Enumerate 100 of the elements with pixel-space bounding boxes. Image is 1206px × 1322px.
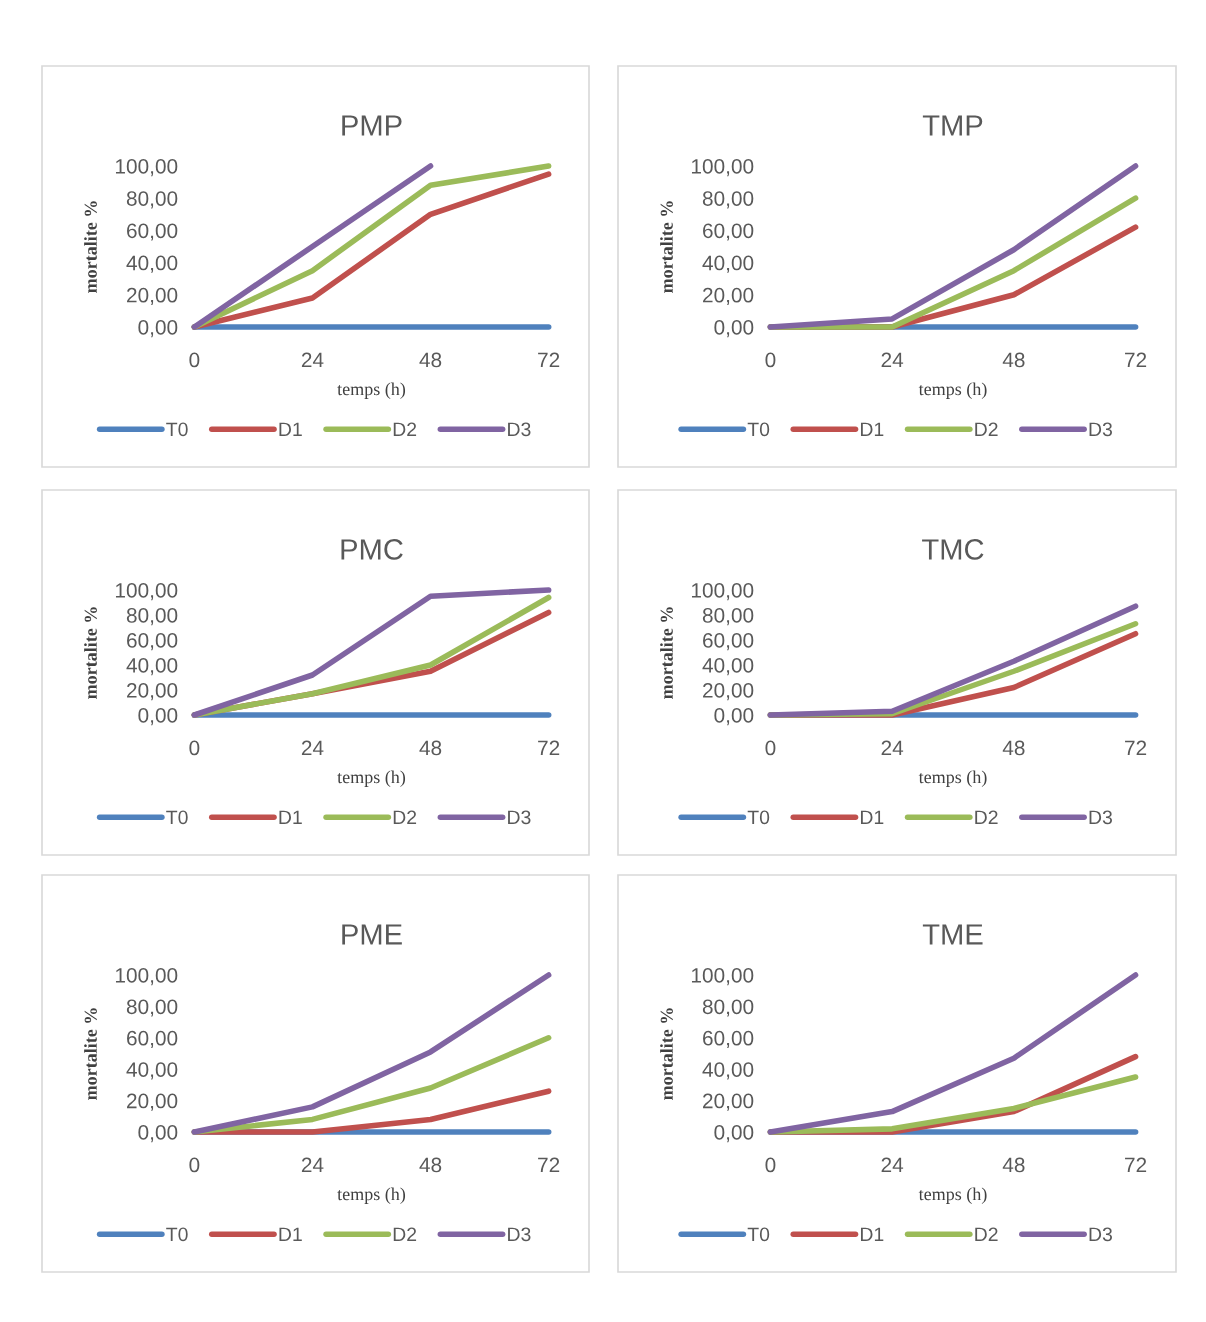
x-tick-label: 48	[1002, 1157, 1025, 1173]
y-tick-label: 40,00	[702, 1062, 754, 1080]
x-tick-label: 0	[765, 740, 776, 756]
legend-label: D3	[508, 1227, 531, 1242]
y-tick-label: 40,00	[702, 658, 754, 676]
x-tick-label: 72	[538, 740, 560, 756]
y-axis-title: mortalite %	[660, 201, 673, 293]
y-tick-label: 60,00	[127, 633, 178, 651]
legend-label: T0	[166, 1227, 188, 1242]
y-tick-label: 20,00	[127, 287, 178, 306]
legend-label: T0	[747, 810, 770, 825]
y-tick-label: 0,00	[138, 1125, 178, 1143]
x-axis-title: temps (h)	[918, 1187, 987, 1204]
y-tick-label: 100,00	[691, 968, 754, 986]
y-tick-label: 0,00	[714, 320, 754, 338]
y-tick-label: 80,00	[702, 608, 754, 626]
x-axis-title: temps (h)	[337, 1187, 406, 1204]
x-tick-label: 72	[538, 352, 560, 368]
legend-label: D1	[860, 1227, 884, 1242]
y-tick-label: 40,00	[702, 255, 754, 273]
y-tick-label: 40,00	[126, 1062, 178, 1080]
x-tick-label: 48	[419, 1157, 442, 1173]
y-axis-title: mortalite %	[660, 607, 673, 699]
y-tick-label: 80,00	[126, 608, 178, 626]
chart-title: PME	[342, 924, 402, 945]
chart-title: PMP	[342, 115, 402, 136]
y-tick-label: 100,00	[115, 968, 178, 986]
x-tick-label: 0	[765, 1157, 776, 1173]
legend-label: T0	[166, 422, 188, 437]
legend-label: D3	[1089, 1227, 1112, 1242]
legend-label: D3	[1089, 422, 1112, 437]
x-tick-label: 48	[419, 352, 442, 368]
chart-title: PMC	[341, 539, 403, 560]
legend-label: D3	[1089, 810, 1112, 825]
x-tick-label: 48	[1002, 740, 1025, 756]
x-axis-title: temps (h)	[918, 770, 987, 787]
chart-title: TME	[922, 924, 983, 945]
y-tick-label: 100,00	[115, 159, 178, 177]
legend-label: D3	[508, 422, 531, 437]
y-tick-label: 40,00	[126, 255, 178, 273]
y-tick-label: 60,00	[703, 223, 754, 241]
legend-label: D3	[508, 810, 531, 825]
legend-label: D2	[975, 1227, 998, 1242]
x-tick-label: 24	[881, 352, 904, 368]
y-axis-title: mortalite %	[84, 607, 97, 699]
legend-label: D1	[860, 810, 884, 825]
legend-label: D2	[393, 422, 417, 437]
x-tick-label: 72	[1125, 352, 1147, 368]
y-tick-label: 60,00	[703, 633, 754, 651]
chart-title: TMC	[922, 539, 984, 560]
legend-label: D1	[279, 422, 302, 437]
legend-label: D2	[393, 810, 417, 825]
y-tick-label: 80,00	[702, 191, 754, 209]
x-tick-label: 72	[1125, 740, 1147, 756]
x-tick-label: 24	[301, 1157, 324, 1173]
y-axis-title: mortalite %	[84, 201, 97, 293]
y-tick-label: 60,00	[127, 1030, 178, 1049]
legend-label: D2	[975, 422, 998, 437]
x-tick-label: 24	[881, 1157, 904, 1173]
legend-label: D1	[279, 1227, 302, 1242]
legend-label: D2	[975, 810, 998, 825]
x-tick-label: 24	[301, 352, 324, 368]
y-tick-label: 80,00	[126, 999, 178, 1017]
y-tick-label: 20,00	[703, 287, 754, 306]
x-tick-label: 0	[189, 1157, 200, 1173]
y-tick-label: 80,00	[702, 999, 754, 1017]
y-tick-label: 0,00	[714, 708, 754, 726]
x-tick-label: 24	[301, 740, 324, 756]
y-tick-label: 0,00	[138, 708, 178, 726]
y-tick-label: 0,00	[714, 1125, 754, 1143]
legend-label: T0	[747, 422, 770, 437]
y-tick-label: 100,00	[691, 583, 754, 601]
x-tick-label: 0	[765, 352, 776, 368]
y-tick-label: 20,00	[127, 1093, 178, 1111]
x-tick-label: 24	[881, 740, 904, 756]
x-tick-label: 72	[1125, 1157, 1147, 1173]
chart-title: TMP	[922, 115, 983, 136]
x-tick-label: 72	[538, 1157, 560, 1173]
y-axis-title: mortalite %	[84, 1008, 97, 1100]
x-axis-title: temps (h)	[918, 382, 987, 399]
y-tick-label: 100,00	[115, 583, 178, 601]
y-tick-label: 0,00	[138, 320, 178, 338]
legend-label: T0	[166, 810, 188, 825]
y-tick-label: 100,00	[691, 159, 754, 177]
legend-label: D1	[279, 810, 302, 825]
y-tick-label: 20,00	[703, 683, 754, 701]
x-axis-title: temps (h)	[337, 382, 406, 399]
y-tick-label: 60,00	[127, 223, 178, 241]
y-axis-title: mortalite %	[660, 1008, 673, 1100]
x-tick-label: 0	[189, 740, 200, 756]
y-tick-label: 60,00	[703, 1030, 754, 1049]
y-tick-label: 20,00	[127, 683, 178, 701]
legend-label: D2	[393, 1227, 417, 1242]
y-tick-label: 20,00	[703, 1093, 754, 1111]
y-tick-label: 40,00	[126, 658, 178, 676]
x-tick-label: 48	[1002, 352, 1025, 368]
legend-label: D1	[860, 422, 884, 437]
x-axis-title: temps (h)	[337, 770, 406, 787]
x-tick-label: 48	[419, 740, 442, 756]
legend-label: T0	[747, 1227, 770, 1242]
